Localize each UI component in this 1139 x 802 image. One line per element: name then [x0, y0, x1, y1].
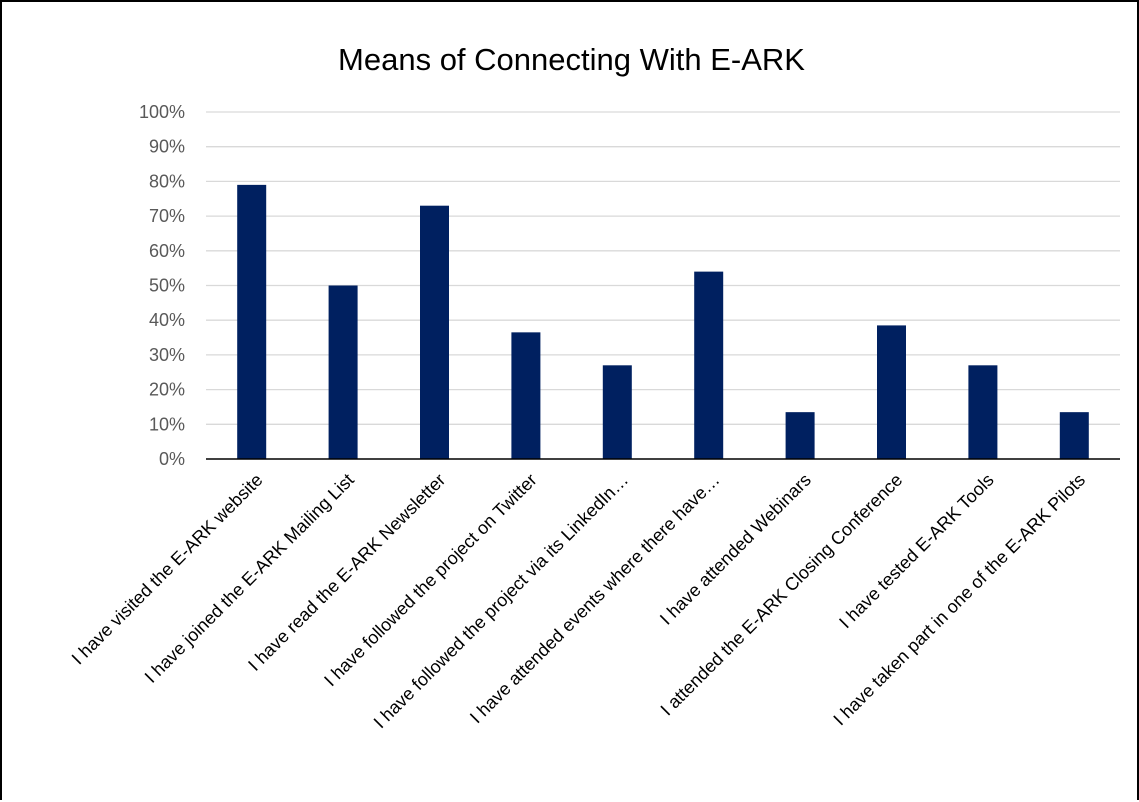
x-category-label: I have attended Webinars	[656, 470, 815, 629]
y-tick-label: 70%	[149, 206, 185, 226]
bar	[694, 271, 724, 459]
chart-title: Means of Connecting With E-ARK	[338, 42, 805, 77]
y-tick-label: 50%	[149, 276, 185, 296]
bar	[511, 332, 541, 459]
y-tick-label: 60%	[149, 241, 185, 261]
bar	[968, 365, 998, 459]
y-tick-label: 40%	[149, 310, 185, 330]
y-tick-label: 100%	[139, 102, 185, 122]
bar	[785, 412, 815, 459]
bar	[602, 365, 632, 459]
y-tick-label: 20%	[149, 380, 185, 400]
y-tick-label: 10%	[149, 414, 185, 434]
y-tick-label: 80%	[149, 171, 185, 191]
bar	[328, 285, 358, 459]
y-tick-label: 90%	[149, 137, 185, 157]
bar	[1059, 412, 1089, 459]
bar	[237, 184, 267, 459]
x-category-label: I have visited the E-ARK website	[68, 470, 267, 669]
bar	[877, 325, 906, 459]
y-tick-label: 0%	[159, 449, 185, 469]
y-tick-label: 30%	[149, 345, 185, 365]
bar	[420, 205, 449, 459]
x-category-label: I have tested E-ARK Tools	[835, 470, 997, 632]
x-category-label: I have read the E-ARK Newsletter	[244, 470, 449, 675]
